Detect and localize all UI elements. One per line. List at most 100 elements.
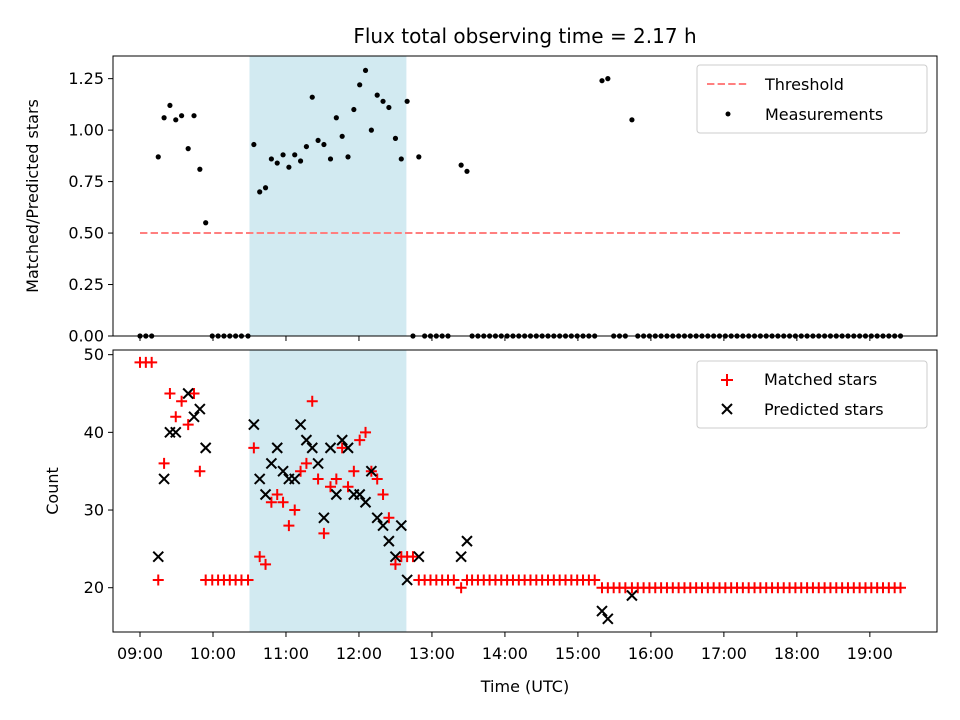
measurement-point [268, 156, 274, 162]
top-y-axis-label: Matched/Predicted stars [23, 99, 42, 293]
predicted-star-point [259, 488, 272, 501]
legend-measurements-label: Measurements [765, 105, 883, 124]
matched-star-point [312, 473, 324, 485]
matched-star-point [277, 496, 289, 508]
measurement-point [297, 158, 304, 164]
x-tick-label: 18:00 [774, 644, 820, 663]
predicted-star-point [377, 519, 389, 532]
matched-star-point [407, 551, 419, 563]
predicted-star-point [194, 403, 206, 415]
measurement-point [345, 154, 351, 160]
x-tick-label: 11:00 [263, 644, 309, 663]
measurement-point [155, 154, 161, 160]
matched-star-point [342, 481, 354, 493]
matched-star-point [182, 419, 194, 431]
matched-star-point [260, 558, 272, 570]
top-y-tick-label: 1.00 [68, 121, 104, 140]
matched-star-point [377, 488, 389, 500]
x-tick-label: 12:00 [336, 644, 382, 663]
measurement-point [179, 113, 185, 119]
measurement-point [333, 115, 339, 121]
x-axis-label: Time (UTC) [480, 677, 569, 696]
measurement-point [315, 137, 321, 144]
predicted-star-point [289, 473, 301, 485]
measurement-point [599, 78, 605, 84]
measurement-point [404, 98, 410, 104]
observing-window-span [249, 56, 407, 336]
legend-matched-label: Matched stars [764, 370, 877, 389]
predicted-star-point [342, 442, 354, 454]
predicted-star-point [312, 457, 324, 470]
measurement-point [286, 164, 292, 170]
legend-threshold-label: Threshold [764, 75, 844, 94]
x-tick-label: 09:00 [117, 644, 163, 663]
predicted-star-point [170, 426, 182, 439]
measurement-point [173, 117, 179, 123]
legend-measurement-swatch [725, 111, 731, 117]
predicted-star-point [602, 613, 614, 625]
predicted-star-point [371, 512, 383, 524]
predicted-star-point [318, 512, 330, 524]
matched-star-point [295, 465, 307, 477]
top-y-tick-label: 1.25 [68, 69, 104, 88]
predicted-star-point [199, 442, 212, 454]
measurement-point [458, 162, 464, 168]
bottom-y-tick-label: 20 [84, 578, 104, 597]
measurement-point [251, 141, 257, 148]
measurement-point [605, 76, 611, 82]
x-tick-label: 14:00 [482, 644, 528, 663]
predicted-star-point [395, 519, 407, 532]
measurement-point [392, 135, 399, 141]
predicted-star-point [596, 605, 608, 617]
top-y-tick-label: 0.75 [68, 172, 104, 191]
matched-star-point [188, 388, 200, 400]
matched-star-point [170, 411, 182, 423]
measurement-point [191, 113, 197, 119]
measurement-point [161, 115, 167, 121]
measurement-point [203, 220, 209, 226]
predicted-star-point [182, 387, 194, 400]
measurement-point [339, 133, 345, 139]
measurement-point [197, 166, 203, 172]
matched-star-point [248, 442, 260, 454]
x-tick-label: 17:00 [701, 644, 747, 663]
measurement-point [362, 67, 369, 74]
matched-star-point [589, 574, 601, 586]
top-y-ticks: 0.00 0.25 0.50 0.75 1.00 1.25 [68, 69, 113, 346]
top-y-tick-label: 0.00 [68, 327, 104, 346]
predicted-star-point [461, 535, 473, 547]
predicted-star-point [188, 411, 200, 423]
predicted-star-point [353, 488, 366, 501]
predicted-star-point [271, 442, 283, 454]
matched-star-point [360, 426, 372, 438]
measurement-point [464, 168, 470, 174]
chart-title: Flux total observing time = 2.17 h [353, 24, 696, 48]
measurement-point [309, 94, 315, 100]
predicted-star-point [306, 442, 318, 454]
matched-star-point [371, 473, 383, 485]
bottom-y-tick-label: 30 [84, 501, 104, 520]
predicted-star-point [300, 434, 313, 446]
matched-star-point [330, 473, 342, 485]
legend-matched-swatch [721, 374, 733, 386]
measurement-point [629, 117, 635, 123]
top-axes-frame [112, 55, 938, 337]
matched-star-point [164, 388, 176, 400]
predicted-star-point [330, 488, 343, 501]
measurement-point [386, 104, 392, 111]
predicted-star-point [365, 465, 378, 477]
x-tick-label: 10:00 [190, 644, 236, 663]
measurement-point [368, 127, 374, 133]
matched-star-point [300, 457, 312, 469]
measurement-point [398, 156, 404, 162]
measurement-point [321, 141, 327, 148]
matched-star-point [271, 488, 283, 500]
top-x-ticks [139, 336, 871, 341]
matched-star-point [158, 457, 170, 469]
matched-star-point [336, 442, 348, 454]
predicted-star-point [455, 550, 467, 563]
bottom-legend-box [696, 360, 928, 429]
top-legend-box [696, 64, 928, 134]
bottom-y-tick-label: 50 [84, 345, 104, 364]
